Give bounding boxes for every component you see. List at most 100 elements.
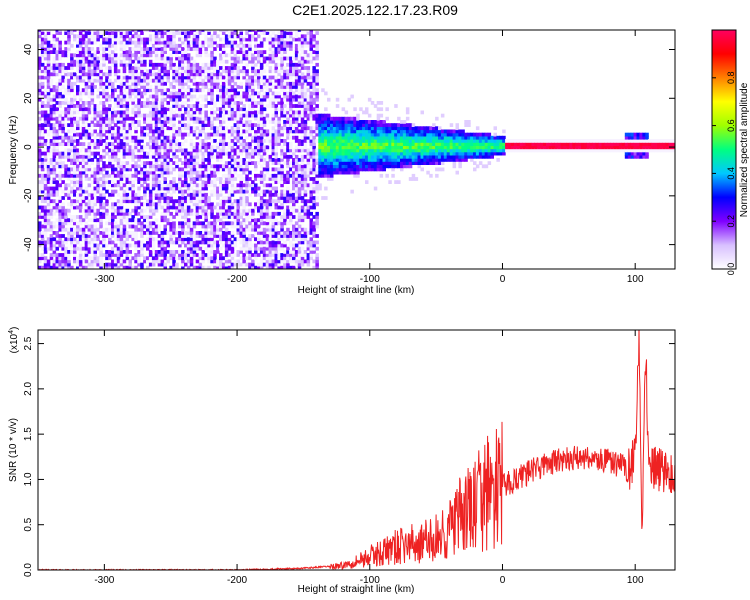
spectrogram-cell xyxy=(201,72,205,77)
spectrogram-cell xyxy=(169,199,173,204)
spectrogram-cell xyxy=(73,135,77,140)
spectrogram-cell xyxy=(90,62,95,67)
spectrogram-cell xyxy=(207,40,211,45)
spectrogram-cell xyxy=(230,34,235,39)
spectrogram-cell xyxy=(46,94,51,99)
spectrogram-cell xyxy=(148,237,153,242)
spectrogram-cell xyxy=(99,205,103,210)
spectrogram-cell xyxy=(116,139,121,143)
figure-title: C2E1.2025.122.17.23.R09 xyxy=(292,2,458,18)
spectrogram-cell xyxy=(280,218,284,223)
spectrogram-cell xyxy=(111,113,115,118)
spectrogram-cell xyxy=(105,135,109,140)
spectrogram-cell xyxy=(40,75,45,80)
spectrogram-cell xyxy=(137,66,141,70)
spectrogram-cell xyxy=(46,59,51,64)
spectrogram-cell xyxy=(140,262,144,267)
spectrogram-cell xyxy=(198,170,203,175)
spectrogram-cell xyxy=(140,104,144,108)
spectrogram-cell xyxy=(116,126,121,131)
spectrogram-cell xyxy=(283,88,287,93)
spectrogram-cell xyxy=(186,253,191,257)
spectrogram-cell xyxy=(78,253,83,257)
spectrogram-cell xyxy=(90,196,95,200)
spectrogram-cell xyxy=(251,211,255,216)
spectrogram-cell xyxy=(251,85,255,89)
spectrogram-cell xyxy=(116,231,121,235)
spectrogram-cell xyxy=(236,158,240,162)
spectrogram-cell xyxy=(286,196,290,200)
spectrogram-cell xyxy=(116,40,121,45)
spectrogram-cell xyxy=(242,148,246,153)
spectrogram-cell xyxy=(90,132,95,137)
spectrogram-cell xyxy=(99,196,103,200)
spectrogram-cell xyxy=(146,53,150,58)
spectrogram-cell xyxy=(192,72,197,77)
spectrogram-cell xyxy=(70,43,74,48)
spectrogram-cell xyxy=(245,164,249,169)
spectrogram-cell xyxy=(111,145,115,150)
spectrogram-cell xyxy=(280,53,284,58)
spectrogram-cell xyxy=(259,62,264,67)
spectrogram-cell xyxy=(201,234,205,238)
spectrogram-cell xyxy=(262,59,267,64)
spectrogram-cell xyxy=(239,69,243,74)
spectrogram-cell xyxy=(116,224,121,229)
spectrogram-cell xyxy=(163,40,167,45)
spectrogram-cell xyxy=(248,148,252,153)
spectrogram-cell xyxy=(181,205,185,210)
spectrogram-cell xyxy=(277,120,281,124)
spectrogram-cell xyxy=(294,253,299,257)
spectrogram-cell xyxy=(64,50,68,54)
spectrogram-cell xyxy=(175,237,179,242)
spectrogram-cell xyxy=(102,205,106,210)
spectrogram-cell xyxy=(262,189,267,194)
spectrogram-cell xyxy=(271,265,276,269)
spectrogram-cell xyxy=(236,139,240,143)
spectrogram-cell xyxy=(146,69,150,74)
spectrogram-cell xyxy=(227,215,232,219)
spectrogram-cell xyxy=(108,66,112,70)
spectrogram-cell xyxy=(96,183,100,188)
spectrogram-cell xyxy=(265,30,270,32)
spectrogram-cell xyxy=(76,234,80,238)
spectrogram-cell xyxy=(43,40,48,45)
spectrogram-cell xyxy=(210,262,214,267)
spectrogram-cell xyxy=(52,205,57,210)
spectrogram-cell xyxy=(271,94,276,99)
spectrogram-cell xyxy=(78,43,83,48)
spectrogram-cell xyxy=(175,91,179,96)
spectrogram-cell xyxy=(46,142,51,146)
spectrogram-cell xyxy=(102,81,106,86)
spectrogram-cell xyxy=(204,62,208,67)
spectrogram-cell xyxy=(186,211,191,216)
spectrogram-cell xyxy=(76,53,80,58)
spectrogram-cell xyxy=(309,227,313,232)
spectrogram-cell xyxy=(154,113,159,118)
spectrogram-cell xyxy=(128,218,132,223)
spectrogram-cell xyxy=(289,231,293,235)
spectrogram-cell xyxy=(294,231,299,235)
spectrogram-cell xyxy=(292,234,296,238)
spectrogram-cell xyxy=(76,50,80,54)
spectrogram-cell xyxy=(204,246,208,251)
spectrogram-cell xyxy=(113,265,118,269)
spectrogram-cell xyxy=(286,75,290,80)
spectrogram-cell xyxy=(38,43,42,48)
spectrogram-cell xyxy=(201,104,205,108)
spectrogram-cell xyxy=(119,205,124,210)
spectrogram-cell xyxy=(213,129,217,134)
spectrogram-cell xyxy=(134,234,138,238)
spectrogram-cell xyxy=(99,116,103,121)
spectrogram-cell xyxy=(259,94,264,99)
spectrogram-cell xyxy=(137,88,141,93)
spectrogram-cell xyxy=(184,243,188,248)
spectrogram-cell xyxy=(78,218,83,223)
spectrogram-cell xyxy=(242,139,246,143)
spectrogram-cell xyxy=(108,110,112,115)
spectrogram-cell xyxy=(221,234,226,238)
spectrogram-cell xyxy=(189,139,194,143)
spectrogram-cell xyxy=(105,113,109,118)
spectrogram-cell xyxy=(160,243,165,248)
spectrogram-cell xyxy=(122,69,127,74)
